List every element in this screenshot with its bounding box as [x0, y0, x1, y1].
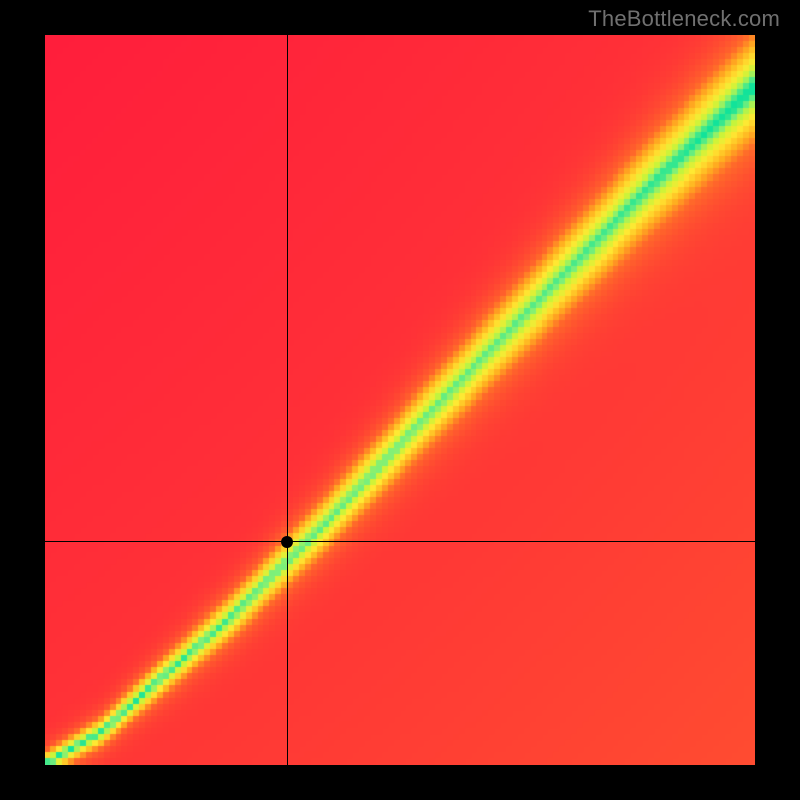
heatmap-plot: [45, 35, 755, 765]
frame: TheBottleneck.com: [0, 0, 800, 800]
watermark-text: TheBottleneck.com: [588, 6, 780, 32]
heatmap-canvas: [45, 35, 755, 765]
